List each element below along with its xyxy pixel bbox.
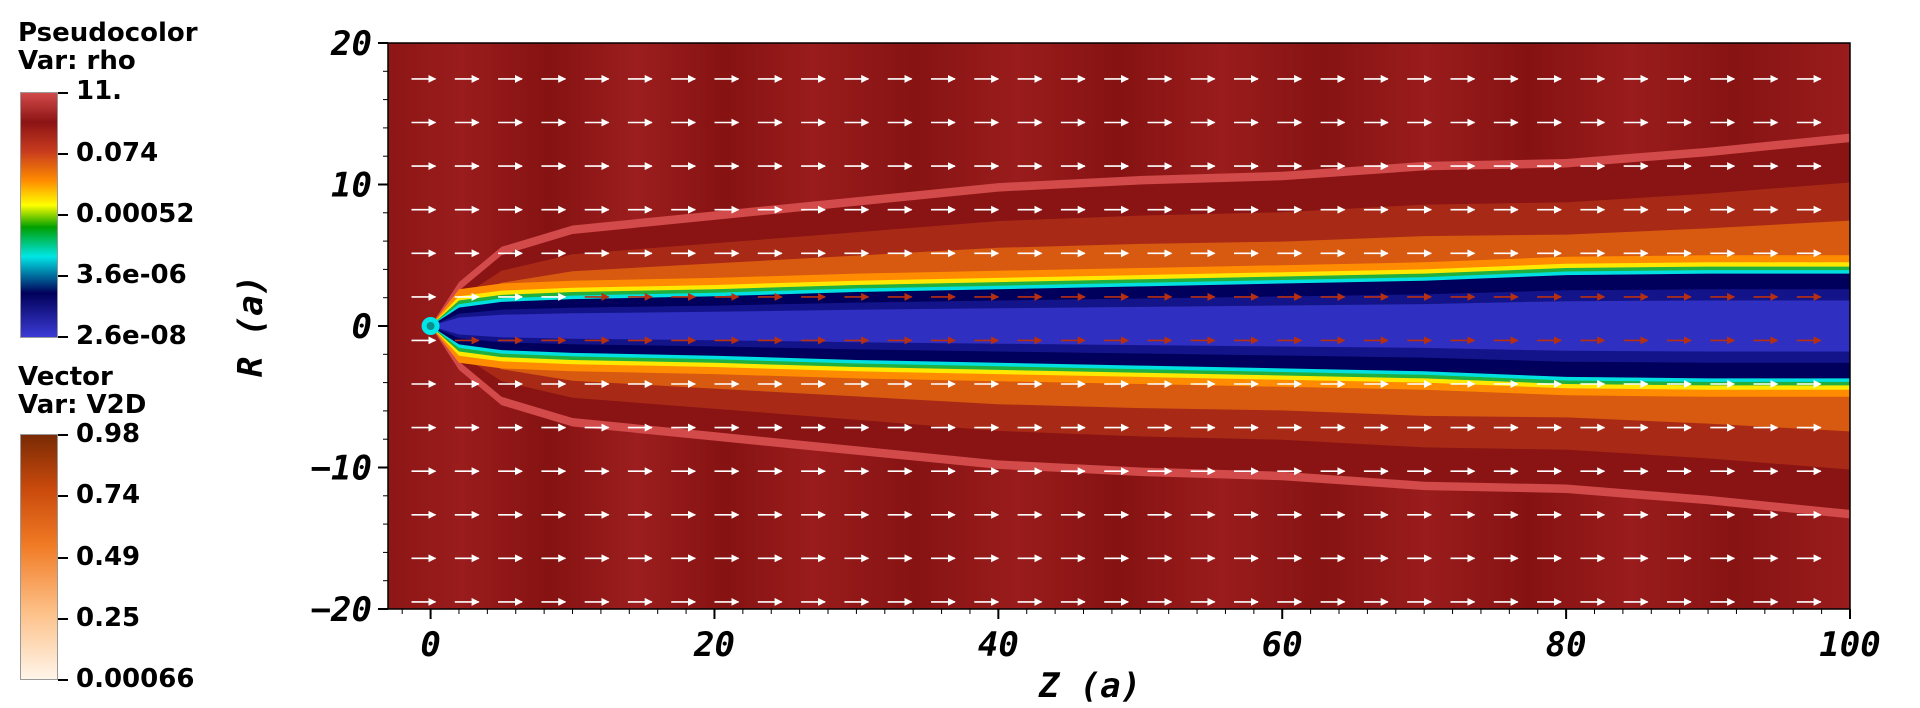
pseudocolor-legend-title: Pseudocolor	[18, 18, 198, 48]
vector-legend-title: Vector	[18, 362, 113, 392]
x-tick-label: 100	[1819, 625, 1880, 665]
pseudocolor-tick-label: 3.6e-06	[76, 260, 187, 290]
pseudocolor-colorbar	[20, 92, 58, 338]
tick-mark	[58, 434, 68, 436]
tick-mark	[58, 495, 68, 497]
vector-tick-label: 0.49	[76, 542, 141, 572]
tick-mark	[58, 679, 68, 681]
pseudocolor-tick-label: 0.074	[76, 138, 159, 168]
x-axis-label: Z (a)	[1038, 666, 1141, 706]
x-tick-label: 60	[1262, 625, 1303, 665]
vector-tick-label: 0.25	[76, 603, 141, 633]
y-tick-label: 10	[331, 166, 372, 206]
density-layers	[421, 133, 1850, 519]
tick-mark	[58, 618, 68, 620]
vector-tick-label: 0.74	[76, 480, 141, 510]
x-tick-label: 40	[978, 625, 1019, 665]
tick-mark	[58, 275, 68, 277]
x-tick-label: 80	[1546, 625, 1587, 665]
tick-mark	[58, 153, 68, 155]
tick-mark	[58, 214, 68, 216]
plot-area	[388, 43, 1850, 609]
pseudocolor-tick-label: 11.	[76, 76, 123, 106]
y-tick-label: 0	[352, 307, 372, 347]
pseudocolor-var-label: Var: rho	[18, 46, 136, 76]
pseudocolor-tick-label: 0.00052	[76, 199, 195, 229]
y-tick-label: −10	[311, 449, 372, 489]
y-tick-label: 20	[330, 24, 372, 64]
pseudocolor-tick-label: 2.6e-08	[76, 321, 187, 351]
y-axis-label: R (a)	[231, 275, 271, 377]
x-tick-label: 0	[420, 625, 440, 665]
vector-tick-label: 0.00066	[76, 664, 195, 694]
tick-mark	[58, 557, 68, 559]
tick-mark	[58, 336, 68, 338]
tick-mark	[58, 92, 68, 94]
y-tick-label: −20	[311, 590, 372, 630]
vector-tick-label: 0.98	[76, 419, 141, 449]
vector-var-label: Var: V2D	[18, 390, 147, 420]
velocity-vectors	[411, 74, 1822, 606]
vector-colorbar	[20, 434, 58, 680]
x-tick-label: 20	[693, 625, 735, 665]
jet-nozzle-core	[426, 322, 435, 330]
